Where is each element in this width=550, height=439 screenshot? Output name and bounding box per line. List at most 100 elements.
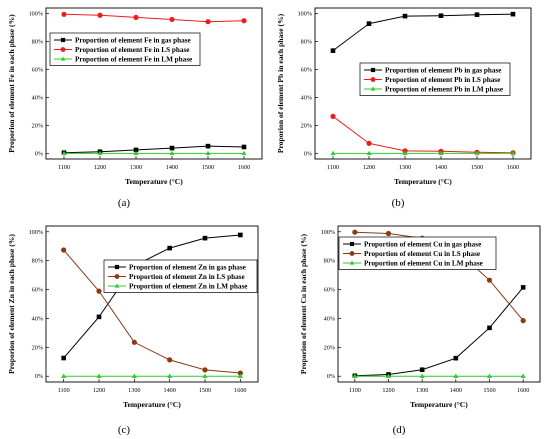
x-axis-title: Temperature (°C) — [394, 177, 452, 186]
data-point — [330, 150, 336, 156]
legend-marker — [60, 37, 66, 43]
x-tick-label: 1200 — [93, 387, 105, 394]
panel-label: (b) — [392, 197, 405, 209]
series-line — [332, 13, 514, 52]
legend-label: Proportion of element Pb in LS phase — [385, 76, 500, 84]
legend-label: Proportion of element Pb in LM phase — [385, 86, 503, 94]
y-tick-label: 40% — [324, 315, 335, 322]
data-point — [241, 144, 247, 150]
data-point — [61, 355, 66, 361]
data-point — [510, 11, 516, 17]
legend-label: Proportion of element Fe in LM phase — [75, 56, 192, 64]
x-tick-label: 1100 — [349, 387, 361, 394]
series-circle — [61, 247, 243, 376]
series-circle — [61, 11, 247, 25]
plot-frame — [314, 7, 532, 160]
x-tick-label: 1100 — [58, 164, 70, 171]
series-circle — [330, 113, 516, 156]
data-point — [97, 12, 103, 18]
data-point — [486, 373, 493, 378]
data-point — [167, 373, 173, 378]
y-tick-label: 0% — [327, 373, 335, 380]
y-tick-label: 60% — [301, 67, 312, 74]
plot-frame — [45, 225, 259, 383]
y-axis-title: Proporion of element Zn in each phase (%… — [7, 234, 16, 374]
legend: Proportion of element Fe in gas phasePro… — [49, 32, 201, 66]
data-point — [385, 230, 392, 237]
legend-marker — [370, 86, 376, 91]
legend-marker — [349, 241, 355, 247]
legend-marker — [349, 251, 355, 256]
data-point — [169, 145, 175, 151]
x-tick-label: 1100 — [327, 164, 339, 171]
x-axis-title: Temperature (°C) — [410, 400, 468, 409]
legend-box — [359, 62, 511, 96]
data-point — [96, 288, 102, 294]
legend-label: Proportion of element Zn in gas phase — [129, 264, 246, 272]
data-point — [96, 373, 102, 378]
data-point — [169, 16, 175, 23]
y-tick-label: 0% — [304, 150, 312, 157]
y-axis-title: Proporion of element Pb in each phase (%… — [276, 13, 285, 153]
legend-label: Proportion of element Zn in LM phase — [129, 283, 247, 291]
y-tick-label: 80% — [324, 258, 335, 265]
data-point — [131, 339, 137, 345]
x-tick-label: 1600 — [507, 164, 519, 171]
y-tick-label: 80% — [32, 258, 43, 265]
data-point — [438, 13, 444, 18]
data-point — [520, 373, 526, 378]
x-tick-label: 1500 — [483, 387, 495, 394]
plot-frame — [337, 225, 541, 383]
x-tick-label: 1600 — [517, 387, 529, 394]
y-tick-label: 100% — [29, 11, 43, 18]
data-point — [366, 21, 372, 26]
data-point — [453, 373, 459, 378]
y-tick-label: 40% — [32, 94, 43, 101]
legend-label: Proportion of element Fe in LS phase — [75, 46, 189, 54]
chart-panel-4: 1100 1200 1300 1400 1500 1600 0% 20% 40% 60% 80% 10… — [299, 225, 541, 436]
y-tick-label: 0% — [35, 373, 43, 380]
x-tick-label: 1300 — [416, 387, 428, 394]
x-tick-label: 1400 — [163, 387, 175, 394]
x-axis-title: Temperature (°C) — [125, 177, 183, 186]
data-point — [61, 11, 67, 17]
data-point — [169, 150, 175, 156]
legend-marker — [60, 47, 66, 52]
y-tick-label: 20% — [324, 344, 335, 351]
x-tick-label: 1200 — [382, 387, 394, 394]
x-tick-label: 1300 — [130, 164, 142, 171]
data-point — [238, 232, 243, 238]
x-tick-label: 1300 — [128, 387, 140, 394]
data-point — [385, 373, 392, 378]
series-line — [332, 115, 514, 154]
y-tick-label: 20% — [32, 344, 43, 351]
series-triangle — [61, 373, 243, 378]
series-line — [63, 234, 241, 359]
legend-marker — [114, 283, 120, 288]
data-point — [352, 373, 358, 378]
data-point — [61, 247, 67, 253]
y-axis-title: Proporion of element Cu in each phase (%… — [299, 233, 308, 374]
legend-label: Proportion of element Zn in LS phase — [129, 273, 245, 281]
y-tick-label: 80% — [32, 39, 43, 46]
data-point — [61, 373, 67, 378]
panel-label: (d) — [393, 424, 406, 436]
data-point — [205, 143, 211, 149]
data-point — [133, 14, 139, 20]
data-point — [241, 18, 247, 24]
series-square — [330, 11, 516, 53]
series-line — [354, 287, 524, 377]
x-tick-label: 1400 — [166, 164, 178, 171]
chart-panel-1: 1100 1200 1300 1400 1500 1600 0% 20% 40% 60% 80% 10… — [7, 7, 263, 209]
data-point — [205, 150, 211, 156]
data-point — [237, 373, 243, 378]
x-tick-label: 1600 — [234, 387, 246, 394]
data-point — [520, 318, 526, 324]
legend-box — [49, 32, 201, 66]
y-tick-label: 0% — [35, 150, 43, 157]
panel-label: (a) — [118, 197, 131, 209]
data-point — [202, 235, 208, 241]
x-tick-label: 1500 — [199, 387, 211, 394]
data-point — [97, 150, 103, 156]
data-point — [133, 147, 139, 153]
